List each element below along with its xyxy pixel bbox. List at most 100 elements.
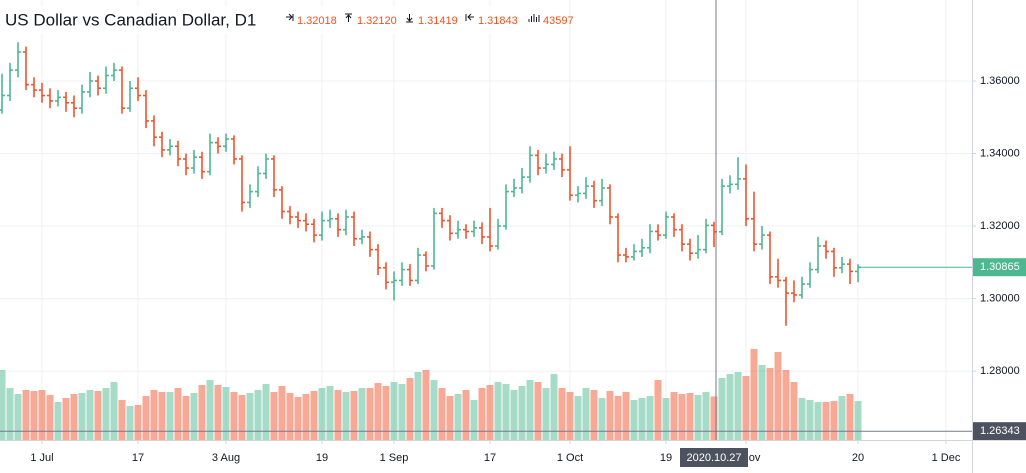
volume-bar	[438, 388, 446, 440]
high-icon	[345, 13, 352, 22]
volume-bar	[310, 391, 318, 440]
volume-bar	[590, 390, 598, 440]
y-tick-label: 1.30000	[980, 292, 1020, 304]
x-tick-label: 20	[852, 452, 864, 464]
volume-bar	[782, 370, 790, 440]
volume-bar	[446, 396, 454, 440]
x-tick-label: 19	[316, 452, 328, 464]
volume-bar	[662, 398, 670, 440]
volume-bar	[854, 401, 862, 440]
volume-bar	[262, 384, 270, 440]
x-tick-label: 3 Aug	[212, 452, 240, 464]
volume-bar	[430, 380, 438, 440]
volume-bar	[142, 396, 150, 440]
volume-bar	[70, 394, 78, 440]
volume-bar	[774, 352, 782, 440]
volume-bar	[486, 385, 494, 440]
header: US Dollar vs Canadian Dollar, D1 1.32018…	[0, 6, 574, 34]
overlay	[0, 0, 972, 440]
volume-bar	[30, 391, 38, 440]
crosshair-date-box	[680, 448, 748, 467]
volume-bar	[134, 405, 142, 440]
volume-bar	[318, 388, 326, 440]
volume-bar	[406, 378, 414, 440]
crosshair-price-box	[973, 422, 1026, 441]
volume-bars	[0, 349, 862, 440]
legend-close: 1.31843	[478, 15, 518, 27]
volume-bar	[534, 382, 542, 440]
crosshair-date-label: 2020.10.27	[686, 452, 741, 464]
volume-bar	[86, 390, 94, 440]
volume-bar	[670, 392, 678, 440]
volume-bar	[246, 393, 254, 440]
volume-bar	[470, 400, 478, 440]
volume-bar	[0, 370, 6, 440]
volume-bar	[830, 401, 838, 440]
volume-bar	[694, 395, 702, 440]
volume-bar	[846, 394, 854, 440]
volume-bar	[110, 382, 118, 440]
volume-bar	[302, 394, 310, 440]
low-icon	[406, 14, 413, 23]
volume-bar	[742, 376, 750, 440]
volume-bar	[206, 380, 214, 440]
volume-bar	[574, 396, 582, 440]
volume-bar	[366, 388, 374, 440]
volume-bar	[94, 391, 102, 440]
volume-bar	[838, 396, 846, 440]
volume-bar	[734, 372, 742, 440]
volume-bar	[398, 384, 406, 440]
volume-bar	[214, 385, 222, 440]
volume-bar	[478, 388, 486, 440]
volume-bar	[294, 397, 302, 440]
volume-bar	[326, 386, 334, 440]
volume-bar	[758, 365, 766, 440]
volume-bar	[798, 398, 806, 440]
volume-bar	[342, 392, 350, 440]
volume-bar	[550, 374, 558, 440]
volume-bar	[686, 393, 694, 440]
y-tick-label: 1.36000	[980, 75, 1020, 87]
volume-bar	[678, 394, 686, 440]
volume-bar	[78, 393, 86, 440]
y-tick-label: 1.34000	[980, 147, 1020, 159]
crosshair-price-label: 1.26343	[980, 425, 1020, 437]
volume-bar	[14, 394, 22, 440]
volume-bar	[766, 368, 774, 440]
volume-bar	[270, 392, 278, 440]
volume-bar	[454, 394, 462, 440]
legend-volume: 43597	[543, 15, 574, 27]
volume-bar	[510, 390, 518, 440]
volume-bar	[638, 398, 646, 440]
volume-bar	[230, 392, 238, 440]
volume-bar	[38, 390, 46, 440]
close-icon	[465, 13, 474, 21]
chart-title: US Dollar vs Canadian Dollar, D1	[5, 10, 256, 29]
x-tick-label: 1 Dec	[932, 452, 961, 464]
volume-bar	[62, 398, 70, 440]
volume-bar	[518, 386, 526, 440]
volume-bar	[166, 392, 174, 440]
volume-bar	[390, 382, 398, 440]
volume-bar	[422, 370, 430, 440]
volume-bar	[598, 398, 606, 440]
volume-bar	[222, 387, 230, 440]
volume-bar	[806, 400, 814, 440]
volume-bar	[102, 388, 110, 440]
volume-bar	[350, 391, 358, 440]
volume-bar	[358, 388, 366, 440]
volume-bar	[126, 406, 134, 440]
header-bg	[0, 6, 560, 34]
y-tick-label: 1.28000	[980, 365, 1020, 377]
y-tick-label: 1.32000	[980, 220, 1020, 232]
volume-bar	[814, 402, 822, 440]
volume-bar	[382, 386, 390, 440]
axes: 1.36000 1.34000 1.32000 1.30000 1.28000 1 Jul…	[30, 75, 1026, 467]
x-tick-label: 17	[484, 452, 496, 464]
volume-bar	[6, 388, 14, 440]
volume-bar	[182, 396, 190, 440]
volume-icon	[528, 14, 540, 22]
volume-bar	[54, 402, 62, 440]
volume-bar	[702, 392, 710, 440]
volume-bar	[526, 380, 534, 440]
